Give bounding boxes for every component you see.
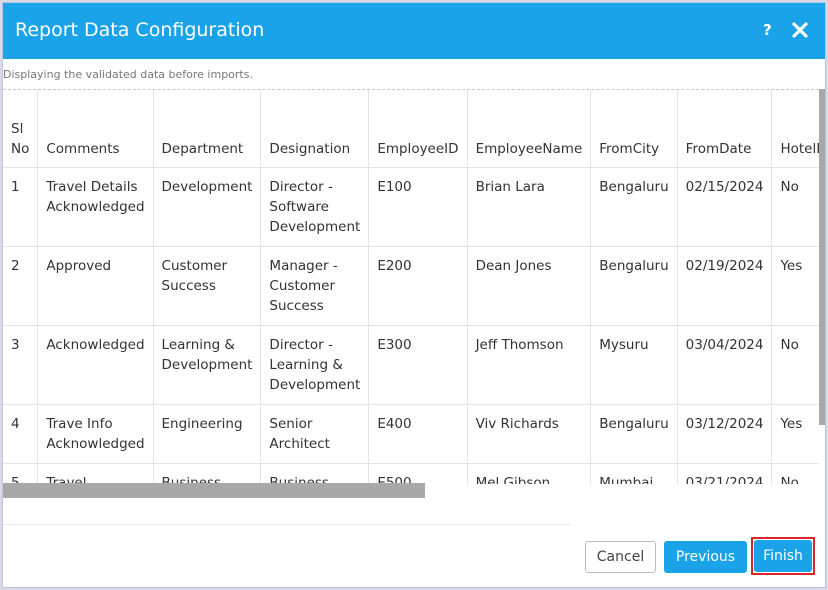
column-header[interactable]: EmployeeID [368, 90, 468, 168]
table-cell: Mumbai [590, 463, 678, 484]
table-cell: Mysuru [590, 325, 678, 405]
table-row[interactable]: 3 Acknowledged Learning & Development Di… [3, 325, 819, 405]
table-cell: E500 [368, 463, 468, 484]
table-cell: Bengaluru [590, 404, 678, 464]
table-row[interactable]: 5 Travel Business Business E500 Mel Gibs… [3, 463, 819, 484]
vertical-scrollbar-thumb[interactable] [819, 89, 825, 425]
dialog-titlebar: Report Data Configuration ? [3, 3, 825, 59]
table-cell: No [771, 167, 819, 247]
table-cell: Engineering [153, 404, 262, 464]
data-table-viewport[interactable]: Sl No Comments Department Designation Em… [3, 89, 819, 484]
table-cell: E200 [368, 246, 468, 326]
table-cell: Trave Info Acknowledged [37, 404, 154, 464]
table-cell: 02/19/2024 [677, 246, 773, 326]
table-cell: Brian Lara [467, 167, 592, 247]
close-icon[interactable] [789, 19, 811, 41]
table-row[interactable]: 2 Approved Customer Success Manager - Cu… [3, 246, 819, 326]
table-cell: 2 [3, 246, 39, 326]
table-cell: Business [260, 463, 370, 484]
column-header[interactable]: FromCity [590, 90, 678, 168]
table-cell: Customer Success [153, 246, 262, 326]
table-cell: Director - Software Development [260, 167, 370, 247]
table-cell: Senior Architect [260, 404, 370, 464]
table-cell: 02/15/2024 [677, 167, 773, 247]
table-cell: Manager - Customer Success [260, 246, 370, 326]
table-cell: Learning & Development [153, 325, 262, 405]
table-cell: No [771, 463, 819, 484]
table-cell: Bengaluru [590, 246, 678, 326]
table-cell: 5 [3, 463, 39, 484]
column-header[interactable]: FromDate [677, 90, 773, 168]
table-cell: E400 [368, 404, 468, 464]
column-header[interactable]: Designation [260, 90, 370, 168]
table-cell: No [771, 325, 819, 405]
table-cell: 1 [3, 167, 39, 247]
table-cell: Director - Learning & Development [260, 325, 370, 405]
table-cell: 4 [3, 404, 39, 464]
info-text: Displaying the validated data before imp… [3, 68, 253, 81]
table-row[interactable]: 4 Trave Info Acknowledged Engineering Se… [3, 404, 819, 464]
data-table: Sl No Comments Department Designation Em… [3, 90, 819, 484]
table-cell: 03/04/2024 [677, 325, 773, 405]
table-cell: Bengaluru [590, 167, 678, 247]
column-header[interactable]: Sl No [3, 90, 39, 168]
table-cell: E100 [368, 167, 468, 247]
table-row[interactable]: 1 Travel Details Acknowledged Developmen… [3, 167, 819, 247]
table-cell: Travel [37, 463, 154, 484]
finish-highlight-box [751, 537, 815, 575]
finish-button[interactable]: Finish [754, 540, 812, 572]
horizontal-scrollbar-thumb[interactable] [3, 483, 425, 498]
table-cell: Yes [771, 404, 819, 464]
table-cell: Viv Richards [467, 404, 592, 464]
column-header[interactable]: HotelBook [771, 90, 819, 168]
table-cell: Acknowledged [37, 325, 154, 405]
column-header[interactable]: Comments [37, 90, 154, 168]
column-header[interactable]: EmployeeName [467, 90, 592, 168]
table-header-row: Sl No Comments Department Designation Em… [3, 90, 819, 168]
table-cell: 03/12/2024 [677, 404, 773, 464]
table-cell: Business [153, 463, 262, 484]
table-cell: Yes [771, 246, 819, 326]
table-cell: Mel Gibson [467, 463, 592, 484]
table-cell: Development [153, 167, 262, 247]
dialog-title: Report Data Configuration [15, 19, 265, 41]
table-cell: 3 [3, 325, 39, 405]
previous-button[interactable]: Previous [664, 541, 747, 573]
cancel-button[interactable]: Cancel [585, 541, 656, 573]
table-cell: Dean Jones [467, 246, 592, 326]
table-cell: 03/21/2024 [677, 463, 773, 484]
footer-divider [3, 524, 571, 525]
table-cell: Jeff Thomson [467, 325, 592, 405]
help-icon[interactable]: ? [763, 21, 772, 39]
table-cell: E300 [368, 325, 468, 405]
column-header[interactable]: Department [153, 90, 262, 168]
table-cell: Approved [37, 246, 154, 326]
table-cell: Travel Details Acknowledged [37, 167, 154, 247]
